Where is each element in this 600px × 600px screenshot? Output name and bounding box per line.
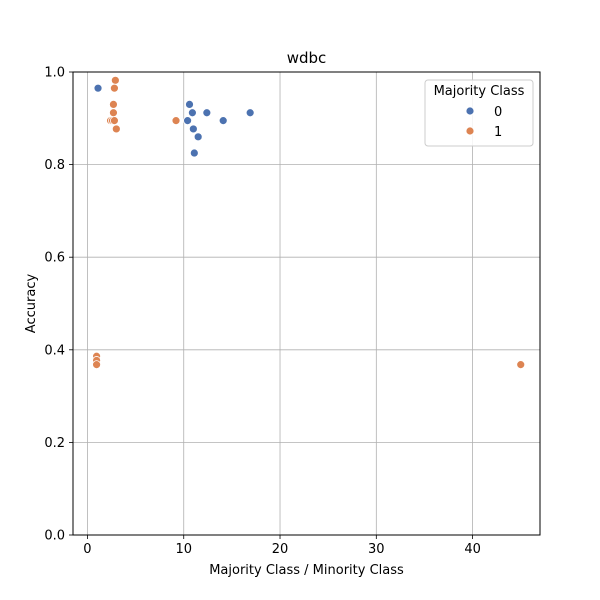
x-tick-label: 10	[175, 542, 192, 557]
data-point-series-1	[110, 116, 119, 126]
y-tick-label: 0.8	[44, 158, 65, 173]
data-point-series-0	[93, 83, 103, 93]
data-point-series-0	[218, 116, 228, 126]
plot-frame	[72, 71, 541, 536]
data-point-series-1	[110, 75, 120, 85]
x-tick-label: 40	[464, 542, 481, 557]
data-point-series-1	[110, 83, 119, 93]
data-point-series-1	[109, 100, 118, 109]
data-point-series-0	[187, 108, 197, 118]
legend-entries: 01	[465, 105, 502, 140]
data-point-series-0	[193, 132, 203, 142]
y-tick-label: 0.2	[44, 436, 65, 451]
data-point-series-0	[188, 124, 198, 134]
legend-box	[424, 79, 534, 147]
data-point-series-0	[183, 116, 192, 126]
y-tick-label: 1.0	[44, 66, 65, 81]
y-axis-label: Accuracy	[24, 274, 39, 334]
data-point-series-1	[111, 124, 121, 134]
data-point-series-1	[92, 360, 101, 370]
legend-marker-series-1	[465, 126, 475, 136]
y-tick-label: 0.4	[44, 343, 65, 358]
x-axis-label: Majority Class / Minority Class	[209, 563, 404, 578]
data-point-series-0	[185, 100, 194, 109]
data-point-series-1	[516, 360, 526, 370]
data-point-series-0	[189, 148, 199, 158]
y-tick-label: 0.0	[44, 529, 65, 544]
data-point-series-1	[109, 108, 118, 118]
x-tick-label: 30	[368, 542, 385, 557]
legend-marker-series-0	[465, 106, 475, 116]
y-tick-label: 0.6	[44, 251, 65, 266]
chart-title: wdbc	[287, 49, 327, 67]
legend-title: Majority Class	[434, 84, 525, 99]
data-point-series-1	[171, 116, 181, 126]
data-points	[92, 75, 526, 370]
legend: Majority Class 01	[424, 79, 534, 147]
axis-ticks: 0 10 20 30 40 0.0 0.2 0.4 0.6 0.8 1.0	[44, 66, 481, 558]
x-tick-label: 20	[272, 542, 289, 557]
x-tick-label: 0	[83, 542, 91, 557]
legend-label-series-0: 0	[494, 105, 502, 120]
data-point-series-0	[245, 108, 255, 118]
data-point-series-0	[202, 108, 212, 118]
legend-label-series-1: 1	[494, 125, 502, 140]
